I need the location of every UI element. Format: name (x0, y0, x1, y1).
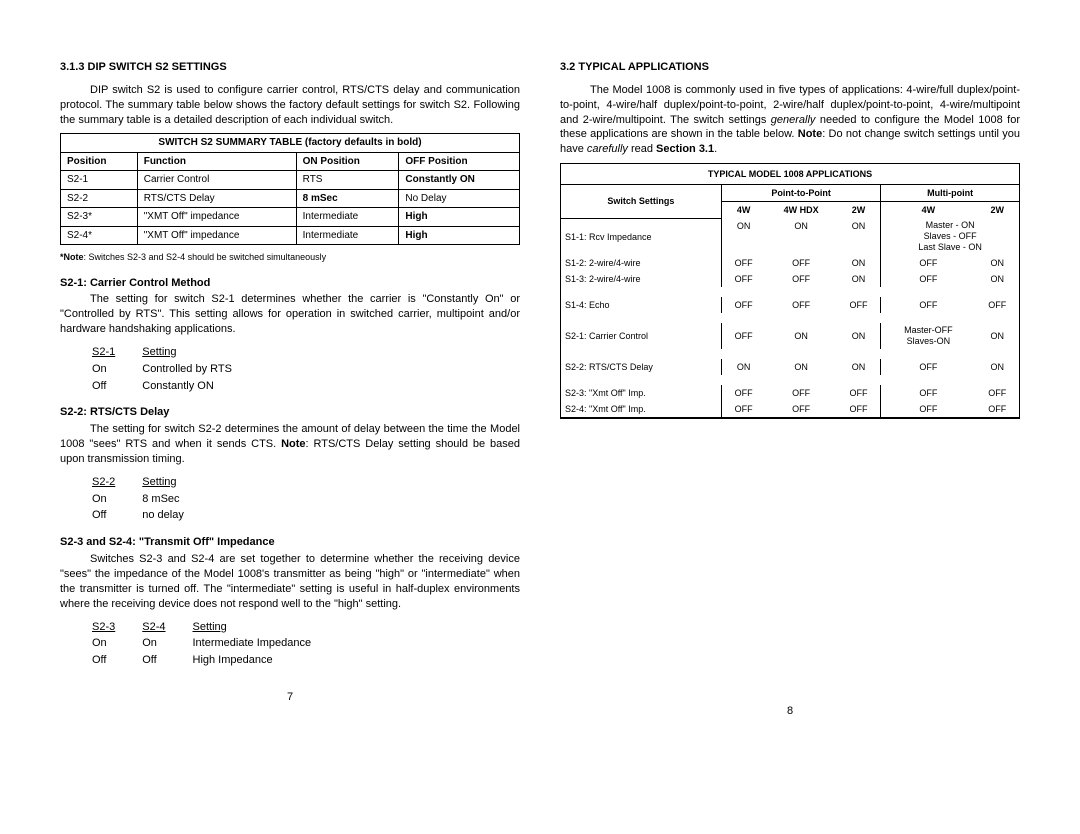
apps-row: S1-2: 2-wire/4-wireOFFOFFONOFFON (561, 255, 1020, 271)
table-note: *Note: Switches S2-3 and S2-4 should be … (60, 251, 520, 263)
s21-settings: S2-1Setting OnControlled by RTS OffConst… (90, 343, 259, 396)
apps-row (561, 349, 1020, 359)
group-p2p: Point-to-Point (721, 185, 880, 202)
summary-row: S2-3* "XMT Off" impedance Intermediate H… (61, 208, 520, 227)
s21-title: S2-1: Carrier Control Method (60, 276, 520, 291)
settings-label: Switch Settings (561, 185, 722, 219)
sec-title: DIP SWITCH S2 SETTINGS (88, 61, 227, 73)
s23-settings: S2-3S2-4Setting OnOnIntermediate Impedan… (90, 618, 338, 671)
apps-row (561, 287, 1020, 297)
apps-row (561, 375, 1020, 385)
sec-no: 3.2 (560, 61, 575, 73)
page-number-right: 8 (560, 704, 1020, 719)
note-text: : Switches S2-3 and S2-4 should be switc… (84, 252, 327, 262)
sec-no: 3.1.3 (60, 61, 84, 73)
col-position: Position (61, 152, 138, 171)
apps-row: S1-4: EchoOFFOFFOFFOFFOFF (561, 297, 1020, 313)
col-off: OFF Position (399, 152, 520, 171)
summary-header-row: Position Function ON Position OFF Positi… (61, 152, 520, 171)
sec-title: TYPICAL APPLICATIONS (578, 61, 709, 73)
summary-row: S2-4* "XMT Off" impedance Intermediate H… (61, 226, 520, 245)
apps-row: S2-3: "Xmt Off" Imp.OFFOFFOFFOFFOFF (561, 385, 1020, 401)
left-column: 3.1.3 DIP SWITCH S2 SETTINGS DIP switch … (60, 60, 520, 719)
apps-table: TYPICAL MODEL 1008 APPLICATIONS Switch S… (560, 163, 1020, 419)
section-title-32: 3.2 TYPICAL APPLICATIONS (560, 60, 1020, 75)
s22-title: S2-2: RTS/CTS Delay (60, 405, 520, 420)
s21-text: The setting for switch S2-1 determines w… (60, 292, 520, 337)
apps-caption: TYPICAL MODEL 1008 APPLICATIONS (561, 164, 1020, 185)
apps-row: S1-1: Rcv ImpedanceONONONMaster - ON Sla… (561, 218, 1020, 254)
summary-row: S2-1 Carrier Control RTS Constantly ON (61, 171, 520, 190)
col-function: Function (137, 152, 296, 171)
page-number-left: 7 (60, 690, 520, 705)
group-mp: Multi-point (881, 185, 1020, 202)
page-container: 3.1.3 DIP SWITCH S2 SETTINGS DIP switch … (0, 0, 1080, 719)
right-column: 3.2 TYPICAL APPLICATIONS The Model 1008 … (560, 60, 1020, 719)
apps-row: S1-3: 2-wire/4-wireOFFOFFONOFFON (561, 271, 1020, 287)
section-title-313: 3.1.3 DIP SWITCH S2 SETTINGS (60, 60, 520, 75)
s23-text: Switches S2-3 and S2-4 are set together … (60, 552, 520, 611)
intro-313: DIP switch S2 is used to configure carri… (60, 83, 520, 128)
col-on: ON Position (296, 152, 399, 171)
apps-row: S2-4: "Xmt Off" Imp.OFFOFFOFFOFFOFF (561, 401, 1020, 418)
intro-32: The Model 1008 is commonly used in five … (560, 83, 1020, 157)
apps-row: S2-1: Carrier ControlOFFONONMaster-OFF S… (561, 323, 1020, 349)
summary-row: S2-2 RTS/CTS Delay 8 mSec No Delay (61, 189, 520, 208)
summary-table: SWITCH S2 SUMMARY TABLE (factory default… (60, 133, 520, 245)
s22-text: The setting for switch S2-2 determines t… (60, 422, 520, 467)
apps-row (561, 313, 1020, 323)
s22-settings: S2-2Setting On8 mSec Offno delay (90, 473, 211, 526)
summary-caption: SWITCH S2 SUMMARY TABLE (factory default… (61, 134, 520, 153)
apps-row: S2-2: RTS/CTS DelayONONONOFFON (561, 359, 1020, 375)
note-label: *Note (60, 252, 84, 262)
s23-title: S2-3 and S2-4: "Transmit Off" Impedance (60, 535, 520, 550)
